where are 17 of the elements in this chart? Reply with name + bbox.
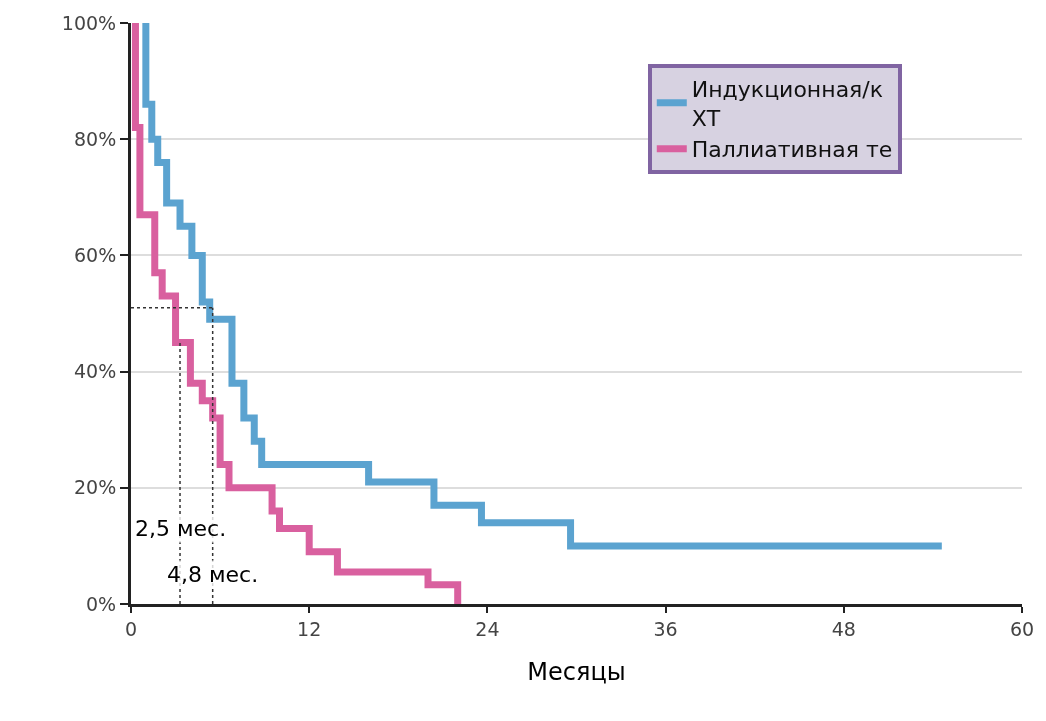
y-tick-label: 60%: [73, 244, 117, 267]
y-tick-label: 100%: [61, 11, 117, 34]
y-tick-label: 20%: [73, 476, 117, 499]
x-tick-label: 24: [475, 617, 500, 640]
x-tick-label: 48: [831, 617, 856, 640]
annotation: 2,5 мес.: [135, 516, 227, 541]
x-tick-label: 0: [124, 617, 138, 640]
x-axis-title: Месяцы: [527, 658, 626, 687]
y-tick-label: 0%: [86, 592, 117, 615]
y-tick-label: 80%: [73, 127, 117, 150]
x-tick-label: 12: [297, 617, 322, 640]
x-tick-label: 60: [1009, 617, 1035, 640]
legend-label: Индукционная/к ХТ: [691, 77, 884, 131]
y-tick-label: 40%: [73, 360, 117, 383]
legend-label: Паллиативная те: [691, 137, 893, 163]
x-tick-label: 36: [653, 617, 678, 640]
annotation: 4,8 мес.: [167, 562, 259, 587]
